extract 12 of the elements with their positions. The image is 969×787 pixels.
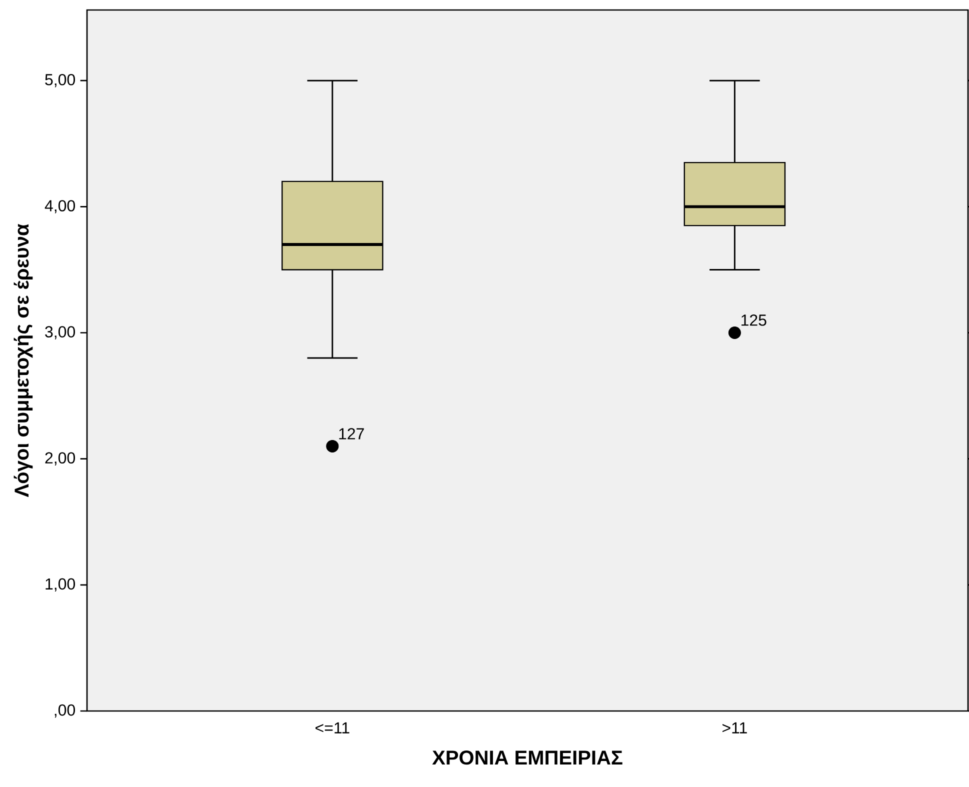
y-tick-label: 5,00	[45, 74, 76, 88]
annotation: 127	[339, 428, 364, 440]
y-axis-title: Λόγοι συμμετοχής σε έρευνα	[14, 224, 33, 498]
x-tick-label: <=11	[316, 722, 350, 734]
y-tick-label: 3,00	[45, 326, 76, 340]
y-tick-label: 1,00	[46, 578, 76, 592]
y-tick-label: 2,00	[45, 452, 76, 466]
y-tick-label: ,00	[54, 704, 76, 718]
x-tick-label: >11	[722, 722, 747, 734]
annotation: 125	[741, 314, 766, 326]
x-axis-title: ΧΡΟΝΙΑ ΕΜΠΕΙΡΙΑΣ	[432, 750, 622, 765]
y-tick-label: 4,00	[44, 200, 76, 214]
